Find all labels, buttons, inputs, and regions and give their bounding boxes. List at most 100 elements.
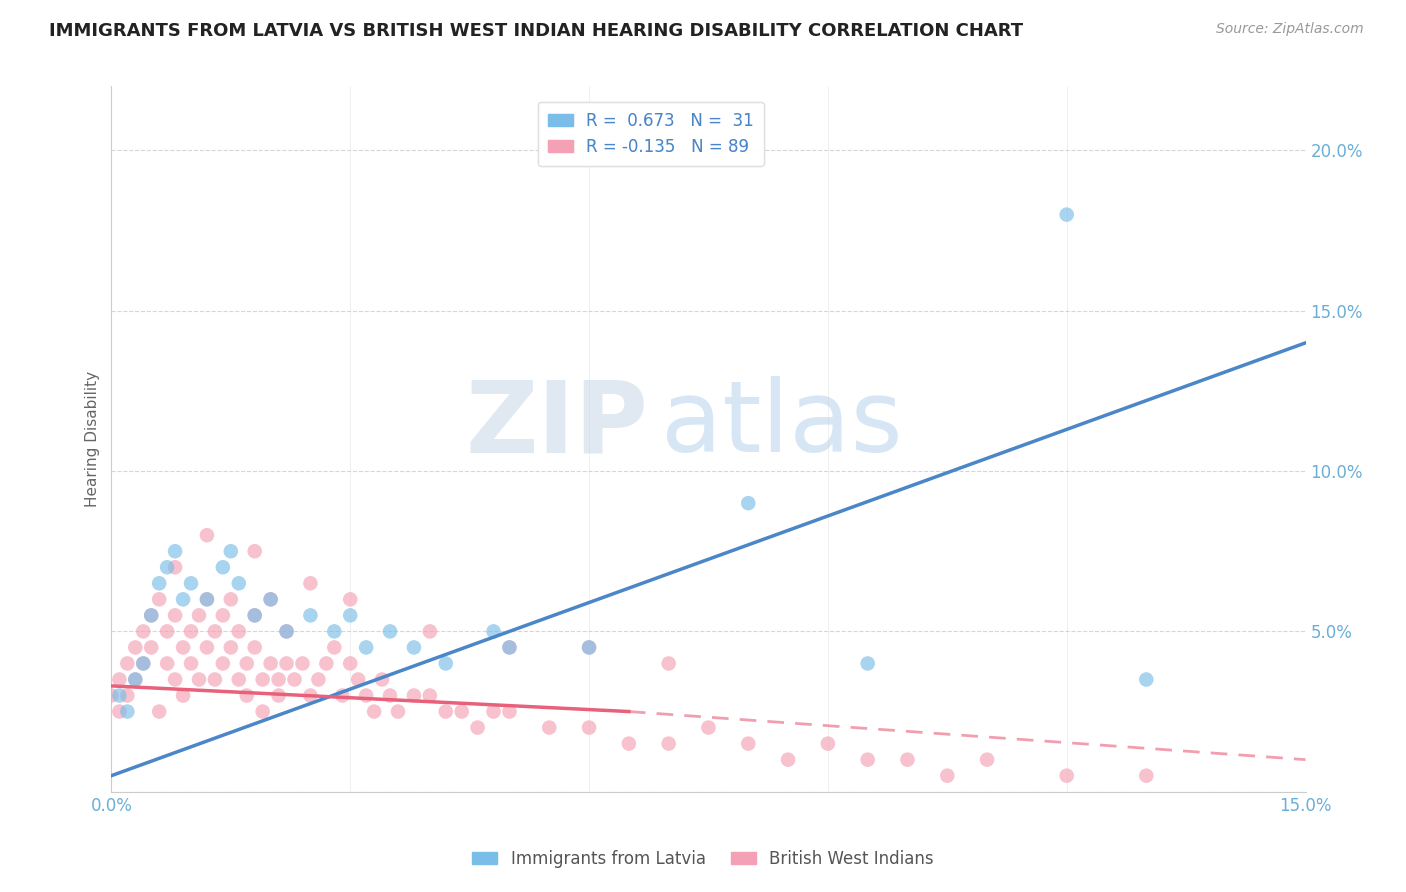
Point	[467, 721, 489, 735]
Point	[132, 624, 155, 639]
Point	[354, 689, 377, 703]
Point	[148, 592, 170, 607]
Point	[180, 624, 202, 639]
Point	[108, 705, 131, 719]
Point	[276, 657, 298, 671]
Point	[387, 705, 409, 719]
Point	[419, 624, 441, 639]
Point	[1056, 769, 1078, 783]
Point	[299, 608, 322, 623]
Point	[252, 673, 274, 687]
Point	[132, 657, 155, 671]
Point	[165, 608, 187, 623]
Point	[124, 640, 146, 655]
Point	[228, 576, 250, 591]
Point	[235, 689, 257, 703]
Point	[243, 608, 266, 623]
Point	[402, 640, 425, 655]
Point	[498, 640, 520, 655]
Point	[434, 705, 457, 719]
Point	[299, 689, 322, 703]
Point	[737, 496, 759, 510]
Point	[538, 721, 561, 735]
Y-axis label: Hearing Disability: Hearing Disability	[86, 371, 100, 507]
Point	[141, 640, 163, 655]
Point	[219, 544, 242, 558]
Point	[658, 737, 681, 751]
Point	[307, 673, 329, 687]
Point	[165, 544, 187, 558]
Text: Source: ZipAtlas.com: Source: ZipAtlas.com	[1216, 22, 1364, 37]
Point	[180, 576, 202, 591]
Point	[235, 657, 257, 671]
Point	[259, 592, 281, 607]
Point	[117, 689, 139, 703]
Point	[434, 657, 457, 671]
Point	[856, 657, 879, 671]
Point	[180, 657, 202, 671]
Point	[228, 673, 250, 687]
Point	[156, 624, 179, 639]
Point	[212, 560, 235, 574]
Point	[578, 721, 600, 735]
Point	[976, 753, 998, 767]
Text: IMMIGRANTS FROM LATVIA VS BRITISH WEST INDIAN HEARING DISABILITY CORRELATION CHA: IMMIGRANTS FROM LATVIA VS BRITISH WEST I…	[49, 22, 1024, 40]
Point	[156, 657, 179, 671]
Point	[124, 673, 146, 687]
Point	[267, 673, 290, 687]
Point	[141, 608, 163, 623]
Text: ZIP: ZIP	[465, 376, 648, 474]
Point	[172, 592, 194, 607]
Point	[243, 544, 266, 558]
Point	[737, 737, 759, 751]
Legend: R =  0.673   N =  31, R = -0.135   N = 89: R = 0.673 N = 31, R = -0.135 N = 89	[537, 102, 763, 166]
Point	[108, 673, 131, 687]
Text: atlas: atlas	[661, 376, 903, 474]
Point	[276, 624, 298, 639]
Point	[267, 689, 290, 703]
Point	[778, 753, 800, 767]
Point	[498, 640, 520, 655]
Point	[172, 689, 194, 703]
Point	[498, 705, 520, 719]
Point	[195, 592, 218, 607]
Point	[100, 689, 122, 703]
Point	[124, 673, 146, 687]
Point	[243, 640, 266, 655]
Point	[117, 705, 139, 719]
Point	[371, 673, 394, 687]
Point	[323, 624, 346, 639]
Point	[212, 657, 235, 671]
Point	[204, 673, 226, 687]
Point	[323, 640, 346, 655]
Point	[936, 769, 959, 783]
Point	[482, 624, 505, 639]
Point	[148, 705, 170, 719]
Point	[195, 528, 218, 542]
Point	[817, 737, 839, 751]
Point	[156, 560, 179, 574]
Point	[259, 592, 281, 607]
Point	[1056, 208, 1078, 222]
Point	[299, 576, 322, 591]
Point	[347, 673, 370, 687]
Point	[315, 657, 337, 671]
Point	[363, 705, 385, 719]
Point	[276, 624, 298, 639]
Point	[330, 689, 353, 703]
Point	[482, 705, 505, 719]
Legend: Immigrants from Latvia, British West Indians: Immigrants from Latvia, British West Ind…	[465, 844, 941, 875]
Point	[378, 624, 401, 639]
Point	[339, 608, 361, 623]
Point	[228, 624, 250, 639]
Point	[219, 640, 242, 655]
Point	[419, 689, 441, 703]
Point	[578, 640, 600, 655]
Point	[658, 657, 681, 671]
Point	[141, 608, 163, 623]
Point	[283, 673, 305, 687]
Point	[252, 705, 274, 719]
Point	[402, 689, 425, 703]
Point	[212, 608, 235, 623]
Point	[339, 657, 361, 671]
